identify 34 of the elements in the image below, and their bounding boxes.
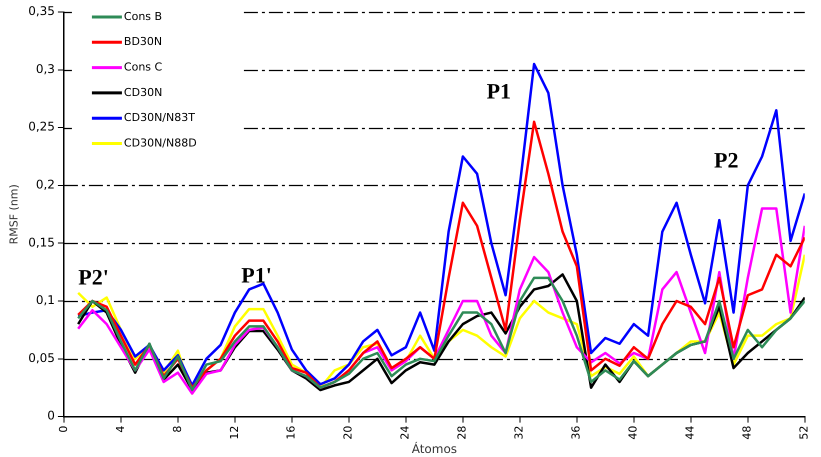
x-tick-label: 4 [114, 426, 127, 433]
legend-label: CD30N/N83T [124, 111, 196, 124]
y-axis-title: RMSF (nm) [7, 184, 20, 244]
annotation: P2' [78, 264, 109, 290]
y-tick-label: 0,35 [28, 4, 55, 18]
x-tick-label: 20 [342, 426, 355, 440]
y-tick-label: 0,1 [36, 293, 55, 308]
annotation: P1' [241, 262, 272, 288]
x-tick-label: 12 [228, 426, 241, 440]
x-tick-label: 48 [740, 426, 754, 440]
legend-label: Cons B [124, 10, 162, 23]
legend-label: CD30N [124, 86, 162, 99]
x-tick-label: 28 [456, 426, 469, 440]
x-axis-title: Átomos [412, 440, 458, 456]
x-tick-label: 36 [570, 426, 583, 440]
x-tick-label: 0 [56, 426, 70, 433]
legend-label: CD30N/N88D [124, 136, 197, 150]
y-tick-label: 0,05 [28, 350, 55, 365]
legend-label: Cons C [124, 60, 163, 74]
x-tick-label: 16 [284, 426, 298, 440]
x-tick-label: 40 [626, 426, 640, 440]
annotation: P2 [714, 147, 738, 172]
y-tick-label: 0,15 [28, 235, 55, 250]
x-tick-label: 44 [684, 426, 697, 440]
x-tick-label: 24 [398, 426, 412, 440]
y-tick-label: 0,2 [36, 178, 55, 192]
x-tick-label: 52 [798, 426, 811, 440]
x-tick-label: 8 [170, 426, 184, 433]
x-tick-label: 32 [512, 426, 526, 440]
y-tick-label: 0,25 [28, 120, 55, 134]
legend-label: BD30N [124, 35, 162, 48]
y-tick-label: 0,3 [36, 62, 55, 76]
annotation: P1 [486, 78, 512, 104]
y-tick-label: 0 [47, 408, 55, 423]
